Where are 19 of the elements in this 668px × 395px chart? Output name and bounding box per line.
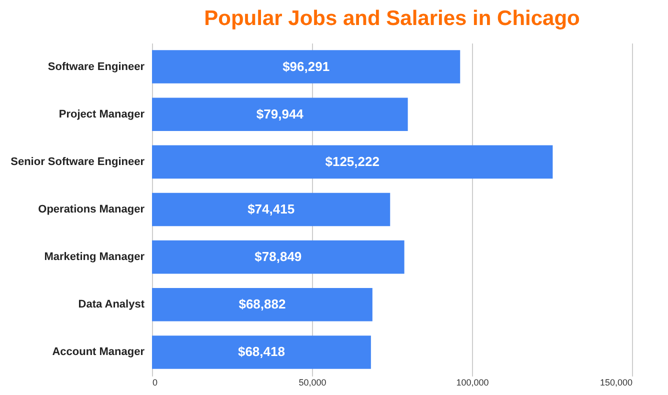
data-label: $74,415 (248, 202, 295, 216)
y-tick-label: Operations Manager (38, 204, 146, 216)
y-tick-label: Senior Software Engineer (10, 156, 146, 168)
y-tick-label: Software Engineer (48, 60, 146, 73)
x-tick-label: 0 (152, 378, 158, 388)
data-label: $68,882 (238, 296, 286, 312)
data-label: $125,222 (325, 154, 380, 169)
y-tick-label: Project Manager (58, 108, 146, 120)
data-label: $96,291 (282, 58, 330, 74)
y-tick-label: Data Analyst (78, 298, 145, 311)
data-label: $68,418 (238, 344, 285, 360)
chart-title: Popular Jobs and Salaries in Chicago (204, 7, 580, 30)
y-tick-label: Marketing Manager (44, 251, 146, 264)
y-tick-label: Account Manager (52, 346, 146, 358)
x-tick-label: 50,000 (298, 378, 326, 388)
data-label: $79,944 (256, 106, 304, 122)
x-tick-label: 150,000 (600, 378, 632, 388)
x-tick-label: 100,000 (456, 378, 489, 388)
data-label: $78,849 (254, 249, 302, 264)
